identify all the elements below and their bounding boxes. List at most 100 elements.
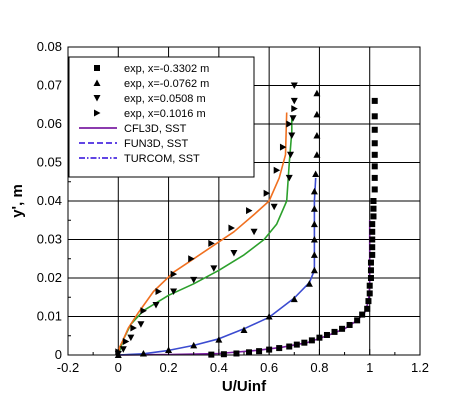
x-tick-label: -0.2: [57, 360, 79, 375]
exp-point-series-1: [371, 126, 378, 133]
y-tick-label: 0.04: [37, 193, 62, 208]
exp-point-series-3: [287, 151, 295, 159]
legend-marker: [94, 65, 100, 71]
y-tick-label: 0.03: [37, 232, 62, 247]
exp-point-series-2: [313, 89, 321, 97]
legend-entry-label: FUN3D, SST: [124, 138, 188, 150]
exp-point-series-2: [310, 187, 318, 195]
exp-point-series-1: [370, 205, 377, 212]
x-tick-label: 1: [366, 360, 373, 375]
exp-point-series-2: [190, 341, 198, 349]
exp-point-series-1: [367, 267, 374, 274]
exp-point-series-1: [220, 351, 227, 358]
exp-point-series-1: [246, 349, 253, 356]
exp-point-series-4: [273, 166, 281, 174]
exp-point-series-3: [285, 174, 293, 182]
exp-point-series-1: [371, 174, 378, 181]
y-tick-label: 0.02: [37, 270, 62, 285]
exp-point-series-4: [170, 270, 178, 278]
exp-point-series-3: [170, 288, 178, 295]
exp-point-series-1: [366, 290, 373, 297]
legend-entry-label: exp, x=-0.3302 m: [124, 63, 209, 75]
exp-point-series-1: [364, 305, 371, 312]
exp-point-series-4: [130, 324, 137, 332]
exp-point-series-1: [369, 244, 376, 251]
exp-point-series-3: [119, 346, 127, 353]
exp-point-series-1: [369, 228, 376, 235]
exp-point-series-1: [369, 221, 376, 228]
exp-point-series-1: [323, 331, 330, 338]
exp-point-series-2: [310, 220, 318, 228]
exp-point-series-2: [312, 170, 320, 178]
exp-point-series-1: [369, 236, 376, 243]
exp-point-series-1: [286, 343, 293, 350]
exp-point-series-2: [305, 280, 313, 287]
exp-point-series-2: [310, 251, 318, 258]
exp-point-series-1: [316, 334, 323, 341]
y-tick-label: 0.05: [37, 155, 62, 170]
exp-point-series-1: [366, 282, 373, 289]
legend-marker: [93, 95, 101, 102]
exp-point-series-4: [228, 224, 235, 232]
legend-marker: [93, 79, 101, 86]
exp-point-series-2: [290, 295, 298, 303]
experimental-markers: [114, 82, 378, 358]
exp-point-series-1: [233, 350, 240, 357]
exp-point-series-1: [370, 213, 377, 220]
exp-point-series-4: [155, 287, 163, 295]
exp-point-series-4: [140, 307, 147, 315]
exp-point-series-1: [276, 345, 283, 352]
exp-point-series-1: [354, 317, 361, 324]
exp-point-series-2: [310, 205, 318, 212]
tick-labels: -0.2 0 0.2 0.4 0.6 0.8 1 1.200.010.020.030.040.…: [37, 39, 429, 375]
x-tick-label: 0.2: [160, 360, 178, 375]
legend-entry-label: exp, x=-0.0762 m: [124, 78, 209, 90]
y-tick-label: 0.07: [37, 78, 62, 93]
exp-point-series-1: [370, 198, 377, 204]
legend-marker: [94, 109, 101, 117]
y-axis-label: y', m: [9, 184, 26, 218]
exp-point-series-4: [291, 105, 298, 113]
exp-point-series-4: [122, 338, 130, 346]
exp-point-series-1: [371, 186, 378, 193]
exp-point-series-3: [289, 115, 297, 122]
x-tick-label: 0: [115, 360, 122, 375]
y-tick-label: 0.01: [37, 309, 62, 324]
axis-ticks: [67, 46, 421, 356]
exp-point-series-3: [190, 276, 198, 284]
exp-point-series-2: [310, 236, 318, 243]
exp-point-series-1: [359, 311, 366, 318]
exp-point-series-2: [313, 151, 321, 158]
exp-point-series-3: [127, 334, 135, 342]
exp-point-series-1: [371, 140, 378, 147]
x-tick-label: 0.8: [310, 360, 328, 375]
exp-point-series-1: [371, 113, 378, 120]
exp-point-series-1: [256, 348, 263, 355]
exp-point-series-2: [313, 110, 321, 118]
model-curve-2: [118, 177, 317, 356]
exp-point-series-1: [301, 339, 308, 346]
exp-point-series-4: [286, 120, 293, 128]
exp-point-series-2: [215, 336, 223, 343]
exp-point-series-3: [288, 132, 296, 140]
exp-point-series-3: [230, 249, 238, 257]
exp-point-series-2: [265, 313, 273, 320]
exp-point-series-1: [367, 275, 374, 281]
exp-point-series-3: [290, 82, 298, 89]
exp-point-series-1: [339, 325, 346, 332]
exp-point-series-4: [208, 239, 215, 247]
exp-point-series-1: [371, 163, 378, 170]
exp-point-series-1: [308, 337, 315, 344]
exp-point-series-4: [188, 255, 195, 263]
x-axis-label: U/Uinf: [222, 378, 267, 395]
y-tick-label: 0.08: [37, 39, 62, 54]
legend: exp, x=-0.3302 m exp, x=-0.0762 m exp, x=0…: [68, 56, 255, 178]
exp-point-series-1: [331, 328, 338, 335]
exp-point-series-3: [270, 203, 278, 211]
exp-point-series-1: [293, 341, 300, 348]
legend-entry-label: TURCOM, SST: [124, 153, 200, 165]
exp-point-series-2: [310, 266, 318, 274]
exp-point-series-4: [246, 207, 253, 215]
exp-point-series-4: [279, 143, 287, 151]
exp-point-series-1: [369, 251, 376, 258]
